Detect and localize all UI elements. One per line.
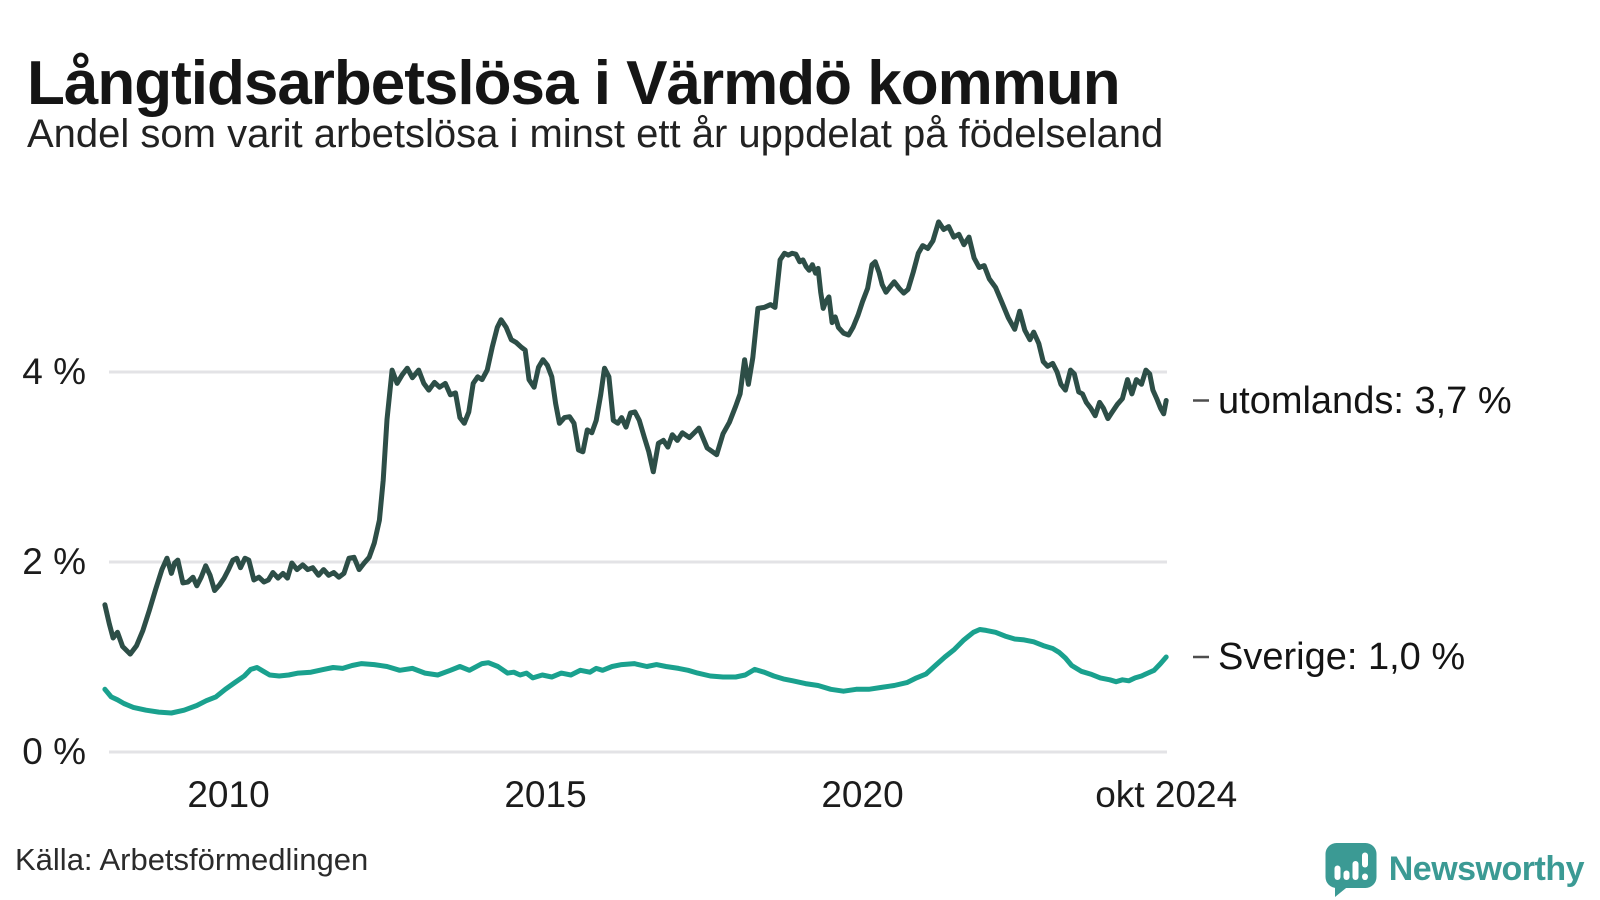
source-note: Källa: Arbetsförmedlingen	[15, 842, 369, 877]
page-title: Långtidsarbetslösa i Värmdö kommun	[27, 48, 1121, 118]
y-axis-tick-2: 2 %	[22, 541, 86, 582]
x-axis-tick-2010: 2010	[187, 774, 270, 815]
newsworthy-wordmark: Newsworthy	[1388, 849, 1585, 888]
x-axis-tick-2020: 2020	[821, 774, 904, 815]
series-end-label-utomlands: utomlands: 3,7 %	[1218, 379, 1512, 422]
newsworthy-speech-bubble-chart-icon	[1325, 843, 1377, 897]
series-line-sverige	[102, 627, 1169, 716]
y-axis-tick-4: 4 %	[22, 351, 86, 392]
x-axis-tick-2015: 2015	[504, 774, 587, 815]
y-axis-tick-0: 0 %	[22, 731, 86, 772]
chart-subtitle: Andel som varit arbetslösa i minst ett å…	[27, 112, 1164, 156]
newsworthy-logo: Newsworthy	[1324, 840, 1585, 898]
x-axis-tick-okt-2024: okt 2024	[1095, 774, 1238, 815]
series-line-utomlands	[102, 219, 1169, 657]
series-end-label-sverige: Sverige: 1,0 %	[1218, 636, 1466, 678]
